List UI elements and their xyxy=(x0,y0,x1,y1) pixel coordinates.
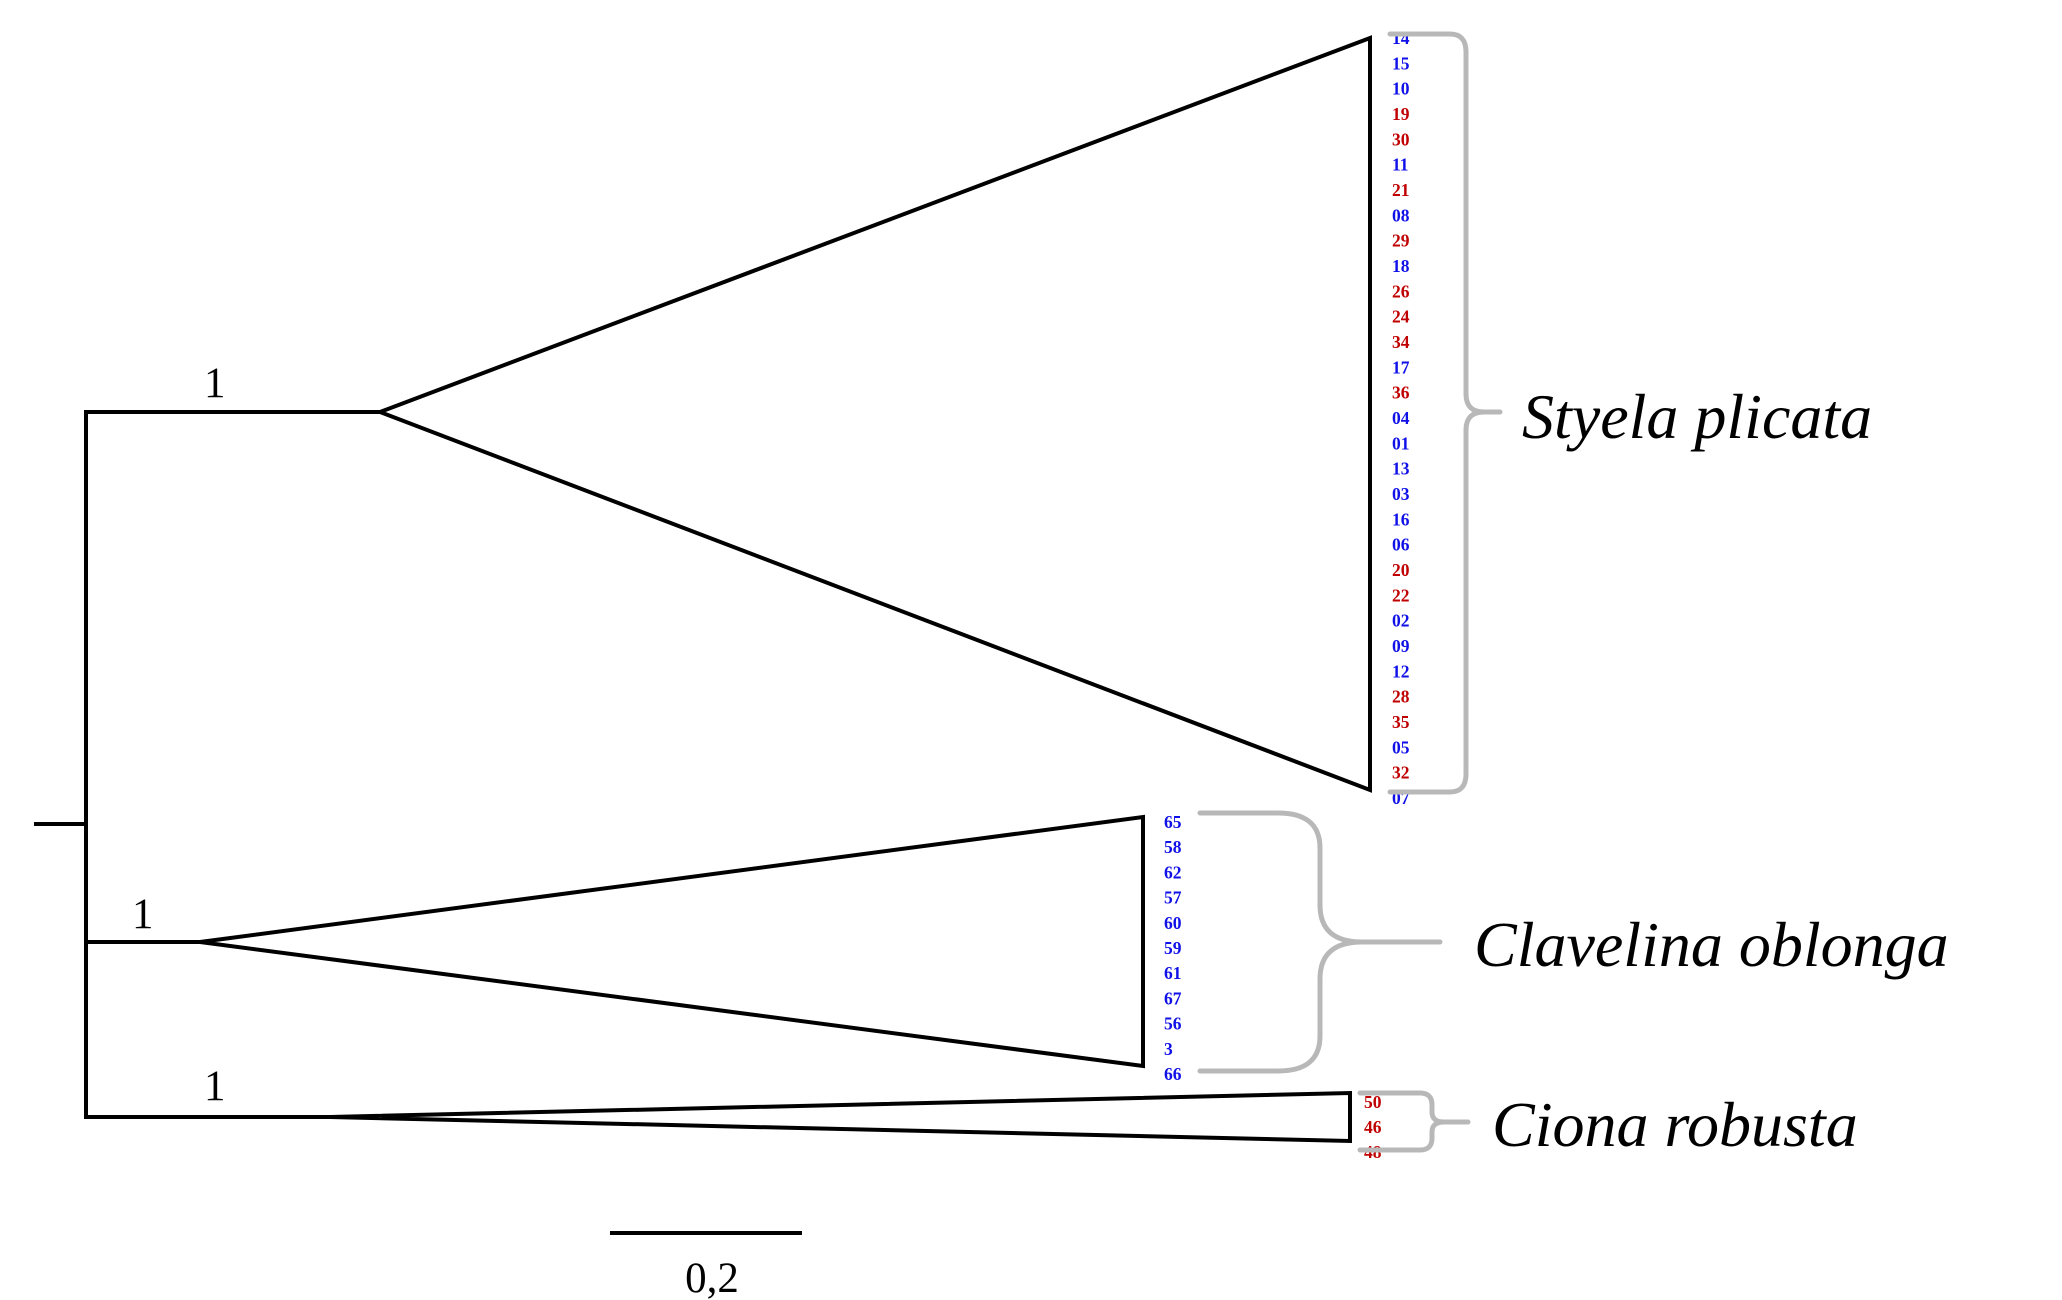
leaf-label: 67 xyxy=(1164,988,1182,1008)
leaf-label: 09 xyxy=(1392,636,1410,656)
support-value-clavelina: 1 xyxy=(132,891,154,938)
leaf-label: 04 xyxy=(1392,408,1410,428)
leaf-label: 11 xyxy=(1392,155,1409,175)
leaf-label: 16 xyxy=(1392,509,1410,529)
support-value-styela: 1 xyxy=(204,360,226,407)
support-values: 1 1 1 xyxy=(132,360,226,1110)
tree-backbone xyxy=(34,410,382,1119)
leaf-label: 30 xyxy=(1392,129,1410,149)
leaf-label: 15 xyxy=(1392,53,1410,73)
leaf-label: 32 xyxy=(1392,763,1410,783)
leaf-label: 66 xyxy=(1164,1064,1182,1084)
leaf-label: 02 xyxy=(1392,611,1410,631)
leaf-label: 13 xyxy=(1392,459,1410,479)
leaf-label: 65 xyxy=(1164,812,1182,832)
leaf-label: 28 xyxy=(1392,687,1410,707)
clade-name-ciona-robusta: Ciona robusta xyxy=(1492,1089,1858,1160)
leaf-label: 01 xyxy=(1392,433,1410,453)
leaf-label: 35 xyxy=(1392,712,1410,732)
leaf-label: 58 xyxy=(1164,837,1182,857)
leaf-label: 34 xyxy=(1392,332,1410,352)
leaf-label: 61 xyxy=(1164,963,1182,983)
clade-name-clavelina-oblonga: Clavelina oblonga xyxy=(1474,909,1949,980)
leaf-label: 57 xyxy=(1164,888,1182,908)
scale-bar-label: 0,2 xyxy=(685,1255,739,1300)
leaf-label: 17 xyxy=(1392,357,1410,377)
leaf-label: 12 xyxy=(1392,661,1410,681)
bracket-clavelina-oblonga xyxy=(1197,810,1443,1074)
leaf-label: 29 xyxy=(1392,231,1410,251)
leaf-label: 22 xyxy=(1392,585,1410,605)
leaf-label: 14 xyxy=(1392,28,1410,48)
leaf-label: 19 xyxy=(1392,104,1410,124)
leaf-label: 59 xyxy=(1164,938,1182,958)
leaf-label: 26 xyxy=(1392,281,1410,301)
leaf-labels-styela-plicata: 14 15 10 19 30 11 21 08 29 18 26 24 34 17 36 04 01 13 03 16… xyxy=(1392,28,1410,808)
leaf-label: 06 xyxy=(1392,535,1410,555)
triangle-clavelina-oblonga xyxy=(199,814,1145,1069)
leaf-label: 56 xyxy=(1164,1014,1182,1034)
leaf-labels-clavelina-oblonga: 65 58 62 57 60 59 61 67 56 3 66 xyxy=(1164,812,1182,1084)
leaf-label: 50 xyxy=(1364,1092,1382,1112)
clade-names: Styela plicata Clavelina oblonga Ciona r… xyxy=(1474,381,1949,1160)
leaf-label: 36 xyxy=(1392,383,1410,403)
leaf-label: 24 xyxy=(1392,307,1410,327)
triangle-styela-plicata xyxy=(374,35,1372,793)
leaf-label: 46 xyxy=(1364,1117,1382,1137)
clade-name-styela-plicata: Styela plicata xyxy=(1522,381,1872,452)
clade-brackets xyxy=(1197,31,1503,1153)
leaf-label: 10 xyxy=(1392,79,1410,99)
leaf-label: 60 xyxy=(1164,913,1182,933)
bracket-ciona-robusta xyxy=(1357,1090,1471,1153)
leaf-label: 62 xyxy=(1164,862,1182,882)
clade-triangles xyxy=(199,35,1372,1144)
bracket-styela-plicata xyxy=(1387,31,1503,795)
support-value-ciona: 1 xyxy=(204,1063,226,1110)
leaf-label: 03 xyxy=(1392,484,1410,504)
leaf-label: 05 xyxy=(1392,737,1410,757)
leaf-label: 3 xyxy=(1164,1039,1173,1059)
leaf-label: 21 xyxy=(1392,180,1410,200)
scale-bar: 0,2 xyxy=(610,1231,802,1300)
leaf-label: 20 xyxy=(1392,560,1410,580)
leaf-label: 08 xyxy=(1392,205,1410,225)
triangle-ciona-robusta xyxy=(329,1090,1352,1144)
leaf-label: 18 xyxy=(1392,256,1410,276)
